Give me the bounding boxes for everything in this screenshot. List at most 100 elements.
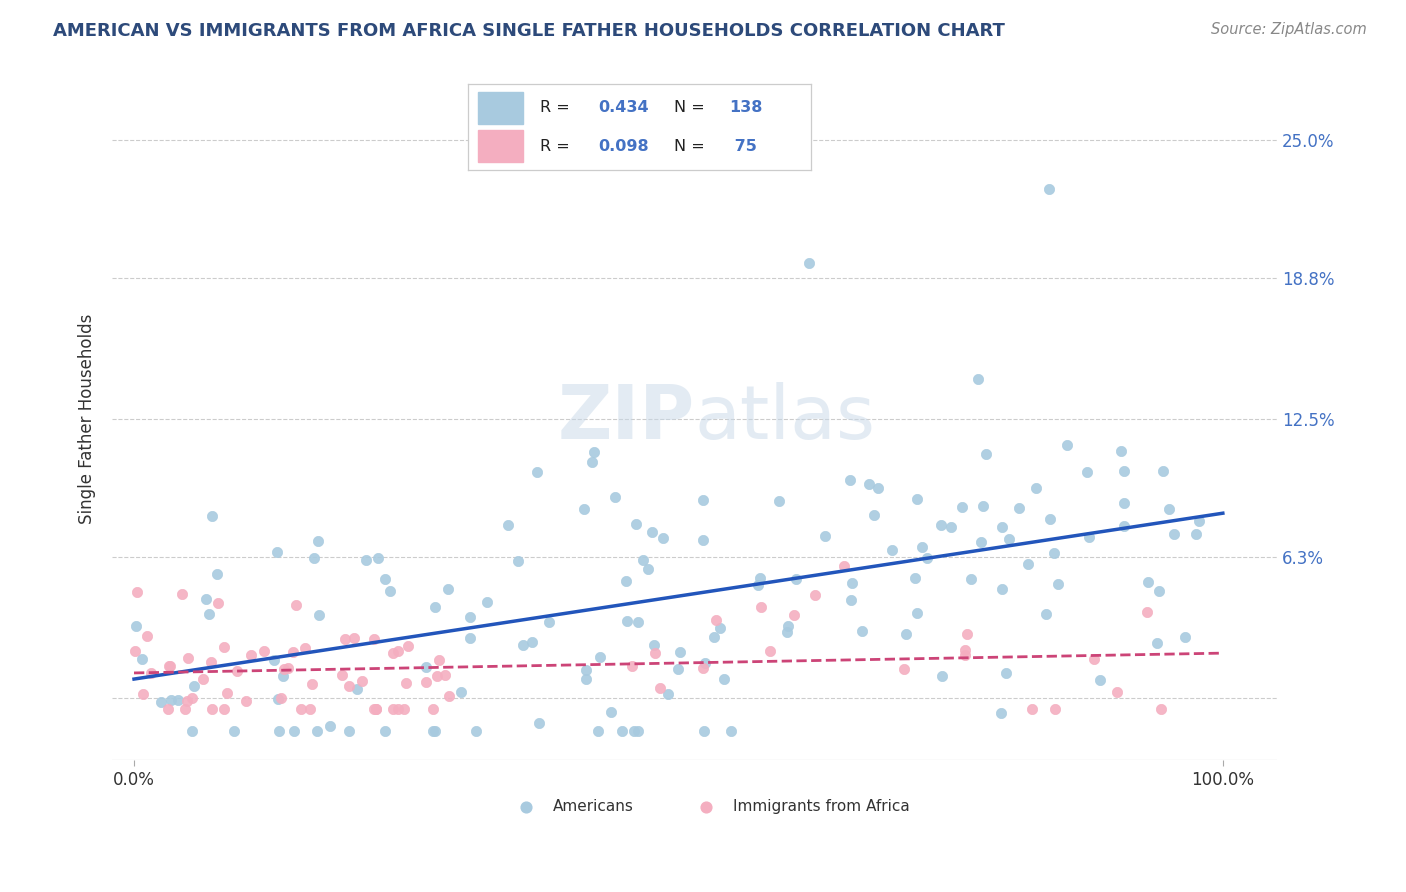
Point <box>226 664 249 678</box>
Point <box>422 702 444 716</box>
Point <box>415 659 437 673</box>
Point <box>356 553 378 567</box>
Point <box>159 658 181 673</box>
Point <box>139 666 162 681</box>
Point <box>804 589 827 603</box>
Point <box>392 702 415 716</box>
Point <box>301 677 323 691</box>
Point <box>1150 702 1173 716</box>
Point <box>643 638 665 652</box>
Point <box>637 562 659 576</box>
Point <box>911 540 934 554</box>
Point <box>395 675 418 690</box>
Point <box>364 702 387 716</box>
Point <box>512 638 534 652</box>
Point <box>266 544 288 558</box>
Point <box>1184 527 1206 541</box>
Point <box>624 516 647 531</box>
Point <box>832 559 855 574</box>
Point <box>224 724 246 739</box>
Point <box>1043 546 1066 560</box>
Text: Source: ZipAtlas.com: Source: ZipAtlas.com <box>1211 22 1367 37</box>
Point <box>273 662 295 676</box>
Point <box>1109 443 1132 458</box>
Point <box>526 465 548 479</box>
Point <box>374 572 396 586</box>
Point <box>1045 702 1067 716</box>
Point <box>415 675 437 690</box>
Point <box>785 572 807 586</box>
Text: AMERICAN VS IMMIGRANTS FROM AFRICA SINGLE FATHER HOUSEHOLDS CORRELATION CHART: AMERICAN VS IMMIGRANTS FROM AFRICA SINGL… <box>53 22 1005 40</box>
Point <box>600 705 623 719</box>
Point <box>194 592 217 607</box>
Point <box>537 615 560 630</box>
Point <box>939 519 962 533</box>
Point <box>477 595 499 609</box>
Point <box>529 715 551 730</box>
Point <box>307 724 329 739</box>
Point <box>1149 584 1171 599</box>
Point <box>657 687 679 701</box>
Point <box>704 613 727 627</box>
Point <box>1008 501 1031 516</box>
Point <box>201 702 224 716</box>
Point <box>270 690 292 705</box>
Point <box>1114 496 1136 510</box>
Point <box>515 842 537 856</box>
Point <box>644 646 666 660</box>
Point <box>437 689 460 703</box>
Point <box>124 619 146 633</box>
Point <box>180 724 202 739</box>
Point <box>572 501 595 516</box>
Point <box>776 619 799 633</box>
Point <box>713 672 735 686</box>
Point <box>749 600 772 615</box>
Point <box>330 667 353 681</box>
Point <box>960 572 983 586</box>
Point <box>695 842 717 856</box>
Point <box>990 706 1012 721</box>
Point <box>450 685 472 699</box>
Point <box>167 693 190 707</box>
Point <box>575 672 598 686</box>
Point <box>423 724 446 739</box>
Point <box>426 668 449 682</box>
Point <box>929 517 952 532</box>
Point <box>838 473 860 487</box>
Point <box>458 632 481 646</box>
Point <box>124 644 146 658</box>
Point <box>603 491 626 505</box>
Point <box>1152 465 1174 479</box>
Point <box>1056 437 1078 451</box>
Point <box>522 634 544 648</box>
Point <box>1046 576 1069 591</box>
Point <box>966 372 988 386</box>
Point <box>183 679 205 693</box>
Point <box>692 533 714 547</box>
Point <box>851 624 873 639</box>
Point <box>181 691 204 706</box>
Point <box>308 608 330 623</box>
Point <box>998 532 1021 546</box>
Point <box>374 723 396 738</box>
Point <box>215 686 238 700</box>
Point <box>434 667 457 681</box>
Point <box>904 571 927 585</box>
Point <box>759 644 782 658</box>
Point <box>915 551 938 566</box>
Point <box>974 447 997 461</box>
Point <box>131 652 153 666</box>
Point <box>797 255 820 269</box>
Point <box>382 646 405 660</box>
Point <box>581 455 603 469</box>
Text: ZIP: ZIP <box>558 383 695 456</box>
Point <box>748 570 770 584</box>
Point <box>693 656 716 670</box>
Point <box>841 576 863 591</box>
Point <box>990 520 1012 534</box>
Point <box>616 614 638 628</box>
Point <box>429 653 451 667</box>
Point <box>950 500 973 514</box>
Point <box>905 491 928 506</box>
Point <box>641 525 664 540</box>
